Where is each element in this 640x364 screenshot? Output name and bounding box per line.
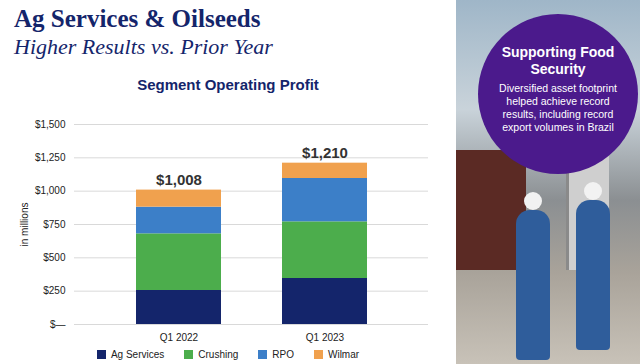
html-text:Ag Services & Oilseeds: Ag Services & Oilseeds (14, 5, 261, 32)
html-text:Segment Operating Profit: Segment Operating Profit (137, 76, 319, 93)
html-text:Higher Results vs. Prior Year: Higher Results vs. Prior Year (14, 34, 273, 59)
html-text:Ag Services: Ag Services (110, 349, 165, 360)
svg-text:$250: $250 (43, 285, 66, 296)
html-text:Supporting Food Security: Supporting Food Security (501, 44, 615, 77)
svg-text:in millions: in millions (19, 203, 30, 247)
svg-text:$1,000: $1,000 (35, 185, 66, 196)
html-text:Wilmar: Wilmar (328, 349, 360, 360)
html-text:Crushing: Crushing (198, 349, 239, 360)
svg-text:$750: $750 (43, 219, 66, 230)
svg-text:$1,500: $1,500 (35, 119, 66, 130)
svg-text:$—: $— (50, 319, 66, 330)
svg-text:$1,250: $1,250 (35, 152, 66, 163)
svg-text:Q1 2023: Q1 2023 (306, 332, 345, 343)
html-text:Diversified asset footprint he: Diversified asset footprint helped achie… (499, 82, 617, 133)
svg-text:Q1 2022: Q1 2022 (160, 332, 199, 343)
svg-text:$500: $500 (43, 252, 66, 263)
html-text:RPO: RPO (272, 349, 294, 360)
svg-text:$1,008: $1,008 (156, 171, 202, 188)
svg-text:$1,210: $1,210 (302, 144, 348, 161)
